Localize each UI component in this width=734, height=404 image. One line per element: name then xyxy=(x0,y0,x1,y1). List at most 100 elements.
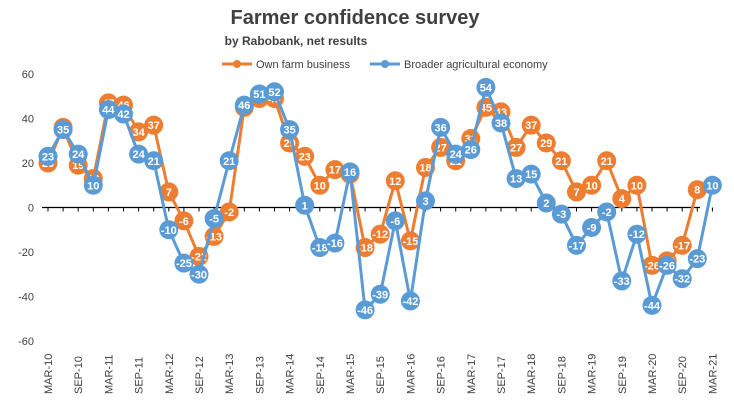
data-label-broader: 21 xyxy=(148,156,160,168)
x-tick-label: SEP-16 xyxy=(436,356,448,394)
data-point-broader[interactable] xyxy=(310,238,330,258)
data-label-broader: 10 xyxy=(87,180,99,192)
data-point-broader[interactable] xyxy=(249,84,269,104)
x-tick-label: MAR-21 xyxy=(707,354,719,394)
data-label-own: -17 xyxy=(674,240,690,252)
data-label-broader: -25 xyxy=(176,258,192,270)
legend-label-own: Own farm business xyxy=(256,59,351,71)
data-point-broader[interactable] xyxy=(234,95,254,115)
data-point-broader[interactable] xyxy=(506,169,526,189)
data-point-broader[interactable] xyxy=(204,209,224,229)
data-point-broader[interactable] xyxy=(551,204,571,224)
data-point-broader[interactable] xyxy=(476,77,496,97)
data-point-own[interactable] xyxy=(551,151,571,171)
data-point-own[interactable] xyxy=(612,189,632,209)
data-point-broader[interactable] xyxy=(521,164,541,184)
legend-item-broader[interactable]: Broader agricultural economy xyxy=(370,59,548,71)
data-point-broader[interactable] xyxy=(265,82,284,102)
data-point-own[interactable] xyxy=(597,151,617,171)
data-point-broader[interactable] xyxy=(431,117,451,137)
x-tick-label: SEP-14 xyxy=(315,356,327,394)
data-point-broader[interactable] xyxy=(68,144,88,164)
data-point-broader[interactable] xyxy=(325,233,345,253)
data-point-broader[interactable] xyxy=(83,175,103,195)
data-label-broader: -18 xyxy=(312,243,328,255)
data-point-own[interactable] xyxy=(536,133,556,153)
data-point-own[interactable] xyxy=(295,146,315,166)
data-point-broader[interactable] xyxy=(144,151,164,171)
data-point-broader[interactable] xyxy=(340,162,360,182)
data-point-own[interactable] xyxy=(506,137,526,157)
data-point-own[interactable] xyxy=(642,255,662,275)
data-label-broader: 23 xyxy=(42,151,54,163)
data-point-broader[interactable] xyxy=(597,202,617,222)
data-point-broader[interactable] xyxy=(38,146,58,166)
data-point-broader[interactable] xyxy=(295,195,315,215)
data-point-broader[interactable] xyxy=(687,249,707,269)
data-point-broader[interactable] xyxy=(702,175,722,195)
data-label-own: -18 xyxy=(357,243,373,255)
data-point-own[interactable] xyxy=(159,182,179,202)
data-point-own[interactable] xyxy=(355,238,375,258)
data-point-broader[interactable] xyxy=(189,264,209,284)
data-point-own[interactable] xyxy=(385,171,405,191)
x-tick-label: SEP-17 xyxy=(496,356,508,394)
data-point-own[interactable] xyxy=(129,122,149,142)
x-tick-label: MAR-15 xyxy=(345,354,357,394)
data-point-broader[interactable] xyxy=(174,253,194,273)
data-point-broader[interactable] xyxy=(657,255,677,275)
data-point-own[interactable] xyxy=(174,211,194,231)
x-tick-label: MAR-19 xyxy=(587,354,599,394)
data-point-broader[interactable] xyxy=(461,140,481,160)
data-point-own[interactable] xyxy=(370,224,390,244)
data-point-broader[interactable] xyxy=(280,120,300,140)
legend-label-broader: Broader agricultural economy xyxy=(404,59,548,71)
data-label-broader: 26 xyxy=(465,145,477,157)
data-point-broader[interactable] xyxy=(219,151,239,171)
data-point-broader[interactable] xyxy=(53,120,73,140)
data-point-broader[interactable] xyxy=(98,100,118,120)
data-label-broader: 42 xyxy=(117,109,129,121)
data-point-own[interactable] xyxy=(672,235,692,255)
y-axis: 60 40 20 0 -20 -40 -60 xyxy=(18,69,34,348)
data-point-broader[interactable] xyxy=(567,235,586,255)
data-point-broader[interactable] xyxy=(642,295,662,315)
data-point-broader[interactable] xyxy=(491,113,511,133)
data-point-broader[interactable] xyxy=(114,104,133,124)
legend: Own farm business Broader agricultural e… xyxy=(222,59,548,71)
data-label-own: 34 xyxy=(132,127,145,139)
data-point-own[interactable] xyxy=(627,175,647,195)
data-point-broader[interactable] xyxy=(582,218,602,238)
data-point-broader[interactable] xyxy=(385,211,405,231)
data-point-own[interactable] xyxy=(144,115,164,135)
data-label-broader: 51 xyxy=(253,89,265,101)
data-label-broader: -44 xyxy=(644,300,661,312)
data-point-broader[interactable] xyxy=(612,271,632,291)
data-point-own[interactable] xyxy=(310,175,330,195)
data-point-own[interactable] xyxy=(219,202,239,222)
data-point-broader[interactable] xyxy=(627,224,647,244)
data-point-broader[interactable] xyxy=(536,193,556,213)
data-point-broader[interactable] xyxy=(446,144,466,164)
data-point-broader[interactable] xyxy=(370,284,390,304)
data-point-broader[interactable] xyxy=(159,220,179,240)
data-point-own[interactable] xyxy=(400,231,420,251)
data-point-broader[interactable] xyxy=(129,144,149,164)
data-label-broader: -5 xyxy=(209,214,219,226)
data-point-own[interactable] xyxy=(567,182,586,202)
data-point-broader[interactable] xyxy=(355,300,375,320)
data-point-own[interactable] xyxy=(521,115,541,135)
data-point-own[interactable] xyxy=(687,180,707,200)
data-point-own[interactable] xyxy=(325,160,345,180)
data-point-broader[interactable] xyxy=(400,291,420,311)
data-point-broader[interactable] xyxy=(416,191,435,211)
data-label-own: 18 xyxy=(419,162,431,174)
legend-item-own[interactable]: Own farm business xyxy=(222,59,351,71)
y-tick-label: -20 xyxy=(18,247,34,259)
data-point-broader[interactable] xyxy=(672,269,692,289)
x-tick-label: MAR-18 xyxy=(526,354,538,394)
data-label-broader: 24 xyxy=(450,149,463,161)
data-label-own: -12 xyxy=(372,229,388,241)
data-point-own[interactable] xyxy=(582,175,602,195)
